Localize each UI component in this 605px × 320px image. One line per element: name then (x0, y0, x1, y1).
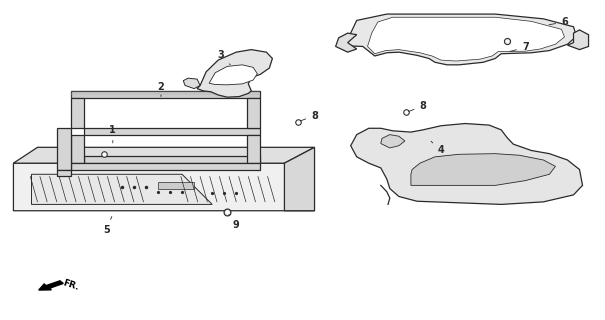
Polygon shape (13, 163, 315, 211)
Text: 2: 2 (158, 82, 165, 97)
Text: 7: 7 (510, 42, 529, 52)
Polygon shape (71, 91, 260, 98)
Text: 1: 1 (110, 125, 116, 143)
Polygon shape (197, 50, 272, 97)
FancyArrow shape (39, 281, 64, 290)
Text: 5: 5 (103, 217, 112, 235)
Text: 4: 4 (431, 141, 445, 156)
Polygon shape (158, 181, 194, 189)
Text: 8: 8 (300, 111, 318, 121)
Text: 6: 6 (549, 17, 568, 27)
Polygon shape (567, 30, 589, 50)
Polygon shape (71, 163, 260, 170)
Polygon shape (284, 147, 315, 211)
Text: 8: 8 (409, 101, 427, 111)
Polygon shape (247, 135, 260, 163)
Polygon shape (84, 128, 260, 135)
Polygon shape (345, 14, 577, 65)
Polygon shape (183, 78, 200, 89)
Polygon shape (247, 98, 260, 128)
Polygon shape (411, 154, 555, 185)
Polygon shape (381, 135, 405, 148)
Polygon shape (336, 33, 357, 52)
Polygon shape (31, 174, 212, 204)
Polygon shape (209, 65, 257, 85)
Polygon shape (368, 17, 564, 61)
Polygon shape (57, 170, 71, 176)
Polygon shape (13, 147, 315, 163)
Polygon shape (84, 156, 260, 163)
Polygon shape (71, 135, 84, 163)
Polygon shape (71, 98, 84, 128)
Polygon shape (57, 128, 71, 170)
Text: FR.: FR. (62, 278, 80, 292)
Polygon shape (351, 124, 583, 204)
Text: 9: 9 (229, 215, 240, 230)
Text: 3: 3 (218, 50, 231, 65)
